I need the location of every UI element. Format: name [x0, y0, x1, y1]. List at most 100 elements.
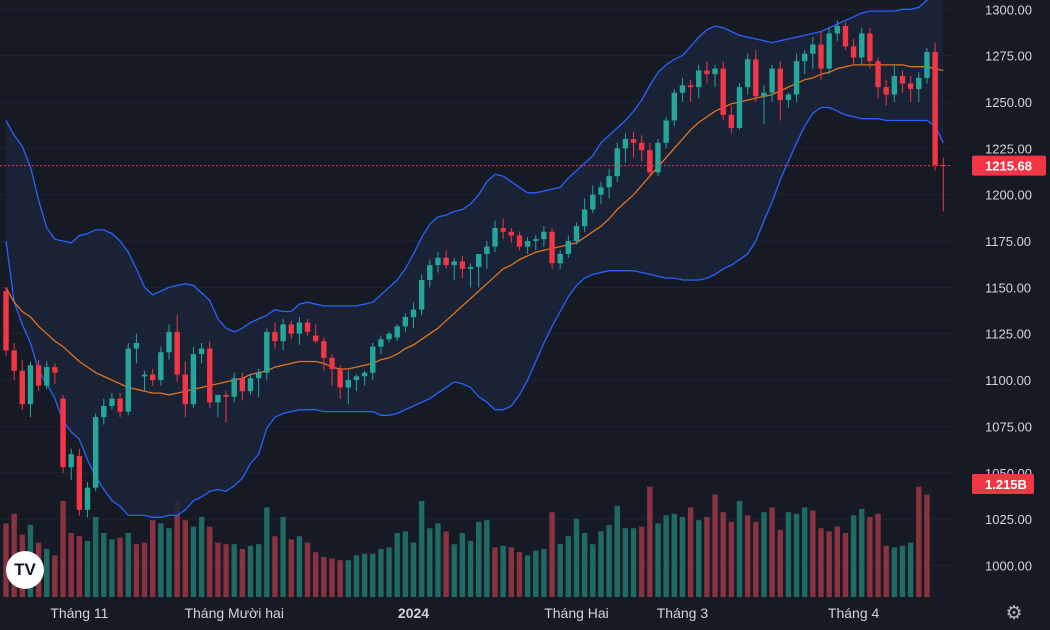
- volume-bar: [402, 531, 409, 597]
- volume-bar: [68, 533, 74, 597]
- candle: [443, 250, 449, 269]
- volume-bar: [573, 518, 580, 597]
- candle: [875, 57, 881, 99]
- volume-bar: [818, 528, 824, 597]
- candle: [125, 342, 131, 416]
- candle: [133, 333, 140, 364]
- candle: [247, 374, 254, 395]
- candle: [704, 61, 710, 84]
- volume-bar: [60, 501, 66, 597]
- volume-bar: [500, 545, 506, 597]
- volume-bar: [761, 512, 767, 597]
- candle: [304, 318, 311, 336]
- candle: [215, 394, 221, 418]
- volume-bar: [158, 523, 164, 597]
- volume-bar: [753, 521, 759, 597]
- candle: [223, 391, 229, 423]
- volume-bar: [655, 523, 661, 597]
- volume-bar: [329, 558, 335, 597]
- volume-bar: [557, 544, 563, 597]
- volume-bar: [52, 555, 58, 597]
- volume-bar: [150, 520, 156, 597]
- candle: [68, 448, 74, 481]
- volume-bar: [907, 542, 914, 597]
- y-tick-label: 1100.00: [985, 373, 1031, 388]
- volume-bar: [850, 515, 857, 597]
- candle: [810, 37, 816, 69]
- volume-bar: [3, 523, 9, 597]
- volume-bar: [223, 544, 229, 597]
- volume-bar: [777, 529, 783, 597]
- candle: [818, 31, 824, 80]
- candle: [141, 370, 148, 392]
- volume-bar: [712, 494, 718, 597]
- candle: [418, 274, 425, 316]
- volume-bar: [427, 528, 433, 597]
- candle: [712, 64, 718, 88]
- candle: [647, 142, 653, 177]
- candle: [255, 368, 262, 397]
- candle: [52, 363, 58, 384]
- volume-bar: [639, 526, 645, 597]
- volume-bar: [255, 544, 262, 597]
- tradingview-logo-icon[interactable]: TV: [6, 551, 44, 589]
- candle: [859, 27, 865, 65]
- candle: [842, 22, 849, 51]
- candle: [386, 331, 392, 343]
- y-tick-label: 1275.00: [985, 49, 1032, 64]
- volume-bar: [614, 505, 620, 597]
- candle: [598, 181, 604, 204]
- volume-bar: [76, 536, 83, 597]
- volume-bar: [802, 507, 808, 597]
- candle: [687, 79, 694, 102]
- volume-bar: [524, 555, 531, 597]
- candle: [761, 85, 767, 125]
- candle: [451, 257, 457, 280]
- volume-bar: [590, 544, 596, 597]
- volume-bar: [198, 517, 205, 597]
- volume-bar: [785, 512, 792, 597]
- volume-bar: [190, 526, 197, 597]
- candle: [329, 354, 335, 386]
- candle: [850, 38, 857, 65]
- candle: [11, 342, 17, 381]
- bollinger-upper-line: [5, 0, 929, 333]
- volume-bar: [125, 533, 131, 597]
- volume-bar: [386, 547, 392, 597]
- last-volume-label: 1.215B: [985, 477, 1027, 492]
- candle: [467, 263, 474, 288]
- volume-bar: [744, 515, 751, 597]
- candle: [826, 27, 832, 75]
- candle: [500, 218, 506, 240]
- volume-bar: [207, 526, 213, 597]
- price-axis[interactable]: [952, 0, 1050, 597]
- candle: [19, 359, 25, 410]
- volume-bar: [435, 523, 441, 597]
- candlesticks: [3, 20, 946, 518]
- candle: [581, 198, 588, 232]
- volume-bar: [247, 545, 254, 597]
- bollinger-lower-line: [5, 106, 944, 518]
- volume-bar: [288, 539, 294, 597]
- candle: [663, 116, 669, 149]
- candle: [345, 370, 351, 405]
- time-axis[interactable]: [0, 597, 1050, 630]
- volume-bar: [736, 501, 743, 597]
- volume-bar: [549, 512, 555, 597]
- y-tick-label: 1075.00: [985, 419, 1032, 434]
- candle: [288, 320, 294, 340]
- candle: [492, 220, 498, 253]
- gear-icon[interactable]: ⚙: [1005, 602, 1023, 624]
- candle: [272, 322, 278, 349]
- volume-bar: [109, 539, 115, 597]
- candle: [590, 185, 596, 214]
- candle: [891, 64, 898, 102]
- volume-bar: [174, 501, 180, 597]
- candle: [370, 342, 376, 381]
- volume-bar: [92, 517, 99, 597]
- volume-bar: [867, 517, 873, 597]
- volume-bar: [117, 537, 123, 597]
- candle: [802, 50, 808, 75]
- candle: [932, 42, 938, 171]
